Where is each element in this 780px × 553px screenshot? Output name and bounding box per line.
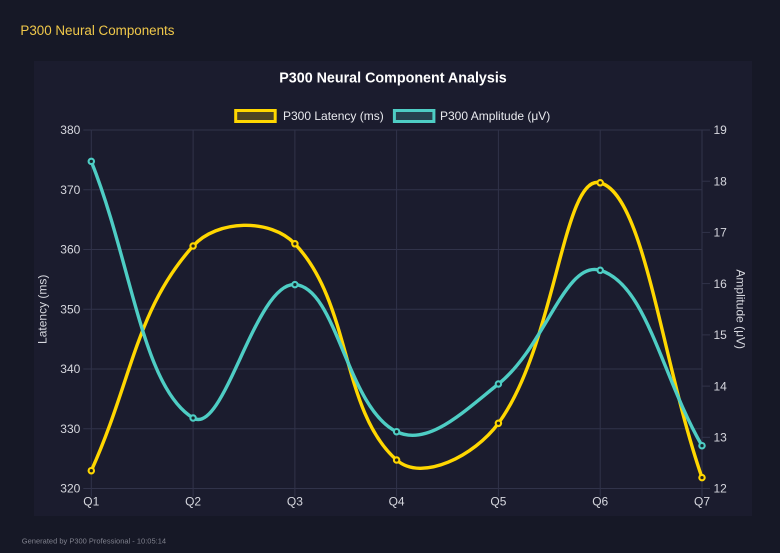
svg-text:320: 320 [60, 482, 80, 496]
svg-text:P300 Neural Component Analysis: P300 Neural Component Analysis [279, 71, 507, 87]
svg-text:370: 370 [60, 183, 80, 197]
svg-text:380: 380 [60, 123, 80, 137]
svg-text:360: 360 [60, 243, 80, 257]
svg-text:Q1: Q1 [83, 494, 99, 508]
svg-text:Generated by P300 Professional: Generated by P300 Professional - 10:05:1… [22, 537, 166, 546]
svg-text:P300 Latency (ms): P300 Latency (ms) [283, 109, 384, 123]
svg-text:Q2: Q2 [185, 494, 201, 508]
svg-text:14: 14 [714, 379, 728, 393]
svg-text:Q5: Q5 [490, 494, 506, 508]
svg-text:340: 340 [60, 362, 80, 376]
svg-text:Amplitude (μV): Amplitude (μV) [734, 269, 748, 349]
svg-text:330: 330 [60, 422, 80, 436]
svg-text:12: 12 [714, 482, 728, 496]
svg-text:Q3: Q3 [287, 494, 303, 508]
svg-text:18: 18 [714, 174, 728, 188]
svg-text:19: 19 [714, 123, 728, 137]
svg-text:P300 Amplitude (μV): P300 Amplitude (μV) [440, 109, 550, 123]
svg-text:350: 350 [60, 302, 80, 316]
svg-text:Latency (ms): Latency (ms) [36, 275, 50, 344]
svg-text:16: 16 [714, 277, 728, 291]
svg-text:15: 15 [714, 328, 728, 342]
svg-text:Q6: Q6 [592, 494, 608, 508]
svg-text:Q7: Q7 [694, 494, 710, 508]
svg-text:Q4: Q4 [389, 494, 405, 508]
svg-text:17: 17 [714, 226, 728, 240]
svg-text:P300 Neural Components: P300 Neural Components [20, 23, 174, 38]
svg-text:13: 13 [714, 431, 728, 445]
